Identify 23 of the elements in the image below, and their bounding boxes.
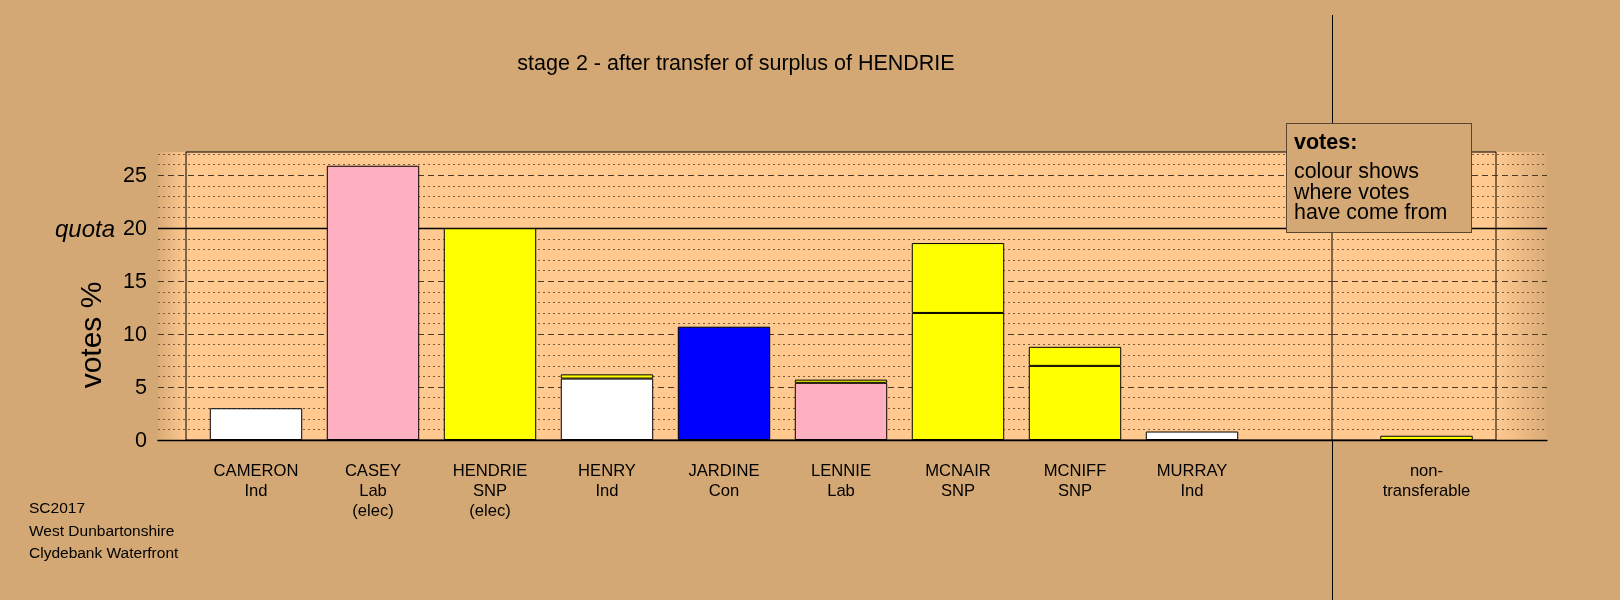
- chart-title: stage 2 - after transfer of surplus of HENDRIE: [517, 51, 955, 75]
- note-box: votes: colour shows where votes have come from: [1286, 123, 1472, 233]
- x-tick-label: MCNIFF SNP: [1043, 460, 1107, 500]
- x-tick-label: HENDRIE SNP (elec): [452, 460, 528, 520]
- y-tick-label: 15: [123, 269, 148, 294]
- x-tick-label: CASEY Lab (elec): [344, 460, 402, 520]
- y-tick-label: 0: [135, 428, 148, 452]
- text: SC2017 West Dunbartonshire Clydebank Waterfront: [29, 498, 180, 562]
- y-tick-label: 5: [135, 375, 148, 400]
- annotation: colour shows where votes have come from: [1294, 159, 1449, 224]
- x-tick-label: non- transferable: [1382, 460, 1471, 500]
- y-axis-title: votes %: [73, 281, 107, 389]
- x-tick-label: JARDINE Con: [688, 460, 760, 500]
- ref-line-label: quota: [54, 214, 115, 242]
- x-tick-label: LENNIE Lab: [811, 460, 871, 500]
- x-tick-label: MCNAIR SNP: [925, 460, 991, 500]
- y-tick-label: 20: [123, 216, 148, 241]
- x-tick-label: CAMERON Ind: [213, 460, 299, 500]
- annotation: votes:: [1294, 130, 1359, 154]
- x-tick-label: MURRAY Ind: [1156, 460, 1228, 500]
- y-tick-label: 25: [123, 163, 148, 188]
- x-tick-label: HENRY Ind: [578, 460, 636, 500]
- y-tick-label: 10: [123, 322, 148, 347]
